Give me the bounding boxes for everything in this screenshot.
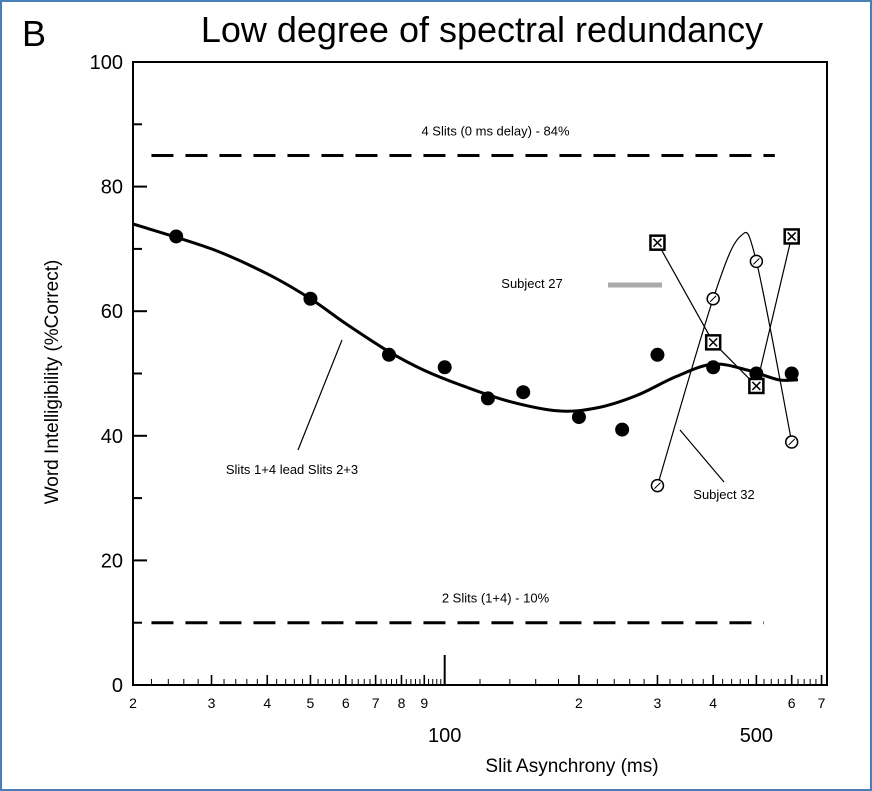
filled-circle-point [749, 366, 764, 381]
x-tick-label: 3 [208, 695, 216, 711]
y-tick-label: 80 [101, 177, 123, 199]
x-tick-label: 5 [307, 695, 315, 711]
fit-curve [132, 222, 799, 413]
x-tick-label: 6 [788, 695, 796, 711]
boxed-x-point [783, 228, 800, 245]
filled-circle-point [303, 291, 318, 306]
open-circle-slash [753, 258, 760, 265]
boxed-x-point [748, 377, 765, 395]
x-tick-label: 9 [420, 695, 428, 711]
annotation-subject-32: Subject 32 [693, 487, 754, 502]
x-tick-label: 2 [129, 695, 137, 711]
filled-circle-point [571, 410, 586, 425]
y-tick-label: 20 [101, 550, 123, 572]
curves-group [132, 222, 799, 486]
open-circle-slash [654, 482, 661, 489]
subject-27-connector [656, 236, 793, 388]
filled-circle-point [516, 385, 531, 400]
subject-32-connector [656, 231, 793, 486]
panel-letter: B [22, 13, 46, 54]
x-tick-label: 8 [398, 695, 406, 711]
boxed-x-stroke [652, 238, 662, 248]
marks-group [169, 228, 800, 493]
y-tick-label: 40 [101, 426, 123, 448]
x-tick-label: 7 [372, 695, 380, 711]
filled-circle-point [784, 366, 799, 381]
boxed-x-point [649, 234, 666, 251]
boxed-x-stroke [708, 337, 718, 347]
x-axis-label: Slit Asynchrony (ms) [485, 756, 658, 777]
annotation-slits-lead: Slits 1+4 lead Slits 2+3 [226, 462, 358, 477]
open-circle-slash [709, 295, 717, 303]
annotation-subject-32-leader [679, 429, 725, 483]
y-tick-label: 0 [112, 675, 123, 697]
reference-line-label: 2 Slits (1+4) - 10% [442, 591, 550, 606]
boxed-x-stroke [751, 381, 761, 391]
chart-title: Low degree of spectral redundancy [201, 9, 763, 50]
filled-circle-point [480, 391, 495, 406]
open-circle-point [650, 478, 665, 493]
annotation-leader [297, 339, 343, 451]
x-tick-label: 4 [263, 695, 271, 711]
x-tick-label: 100 [428, 725, 461, 747]
open-circle-slash [788, 438, 796, 446]
y-tick-label: 100 [90, 52, 123, 74]
x-tick-label: 3 [654, 695, 662, 711]
boxed-x-point [704, 334, 722, 351]
annotation-subject-27: Subject 27 [501, 276, 562, 291]
filled-circle-point [706, 360, 721, 375]
reference-lines-group: 4 Slits (0 ms delay) - 84% 2 Slits (1+4) … [151, 123, 775, 625]
x-tick-label: 6 [342, 695, 350, 711]
x-tick-label: 4 [709, 695, 717, 711]
filled-circle-point [381, 347, 396, 362]
x-tick-label: 7 [818, 695, 826, 711]
filled-circle-point [169, 229, 184, 244]
x-tick-label: 500 [740, 725, 773, 747]
open-circle-point [706, 291, 720, 306]
reference-line-label: 4 Slits (0 ms delay) - 84% [421, 123, 570, 138]
boxed-x-stroke [787, 231, 797, 241]
y-tick-label: 60 [101, 301, 123, 323]
x-tick-label: 2 [575, 695, 583, 711]
filled-circle-point [615, 422, 630, 437]
open-circle-point [749, 254, 764, 269]
annotations-group: Slits 1+4 lead Slits 2+3 Subject 27 Subjec… [226, 276, 755, 502]
filled-circle-point [437, 360, 452, 375]
y-axis-label: Word Intelligibility (%Correct) [42, 260, 63, 505]
open-circle-point [784, 435, 799, 449]
filled-circle-point [650, 347, 665, 362]
